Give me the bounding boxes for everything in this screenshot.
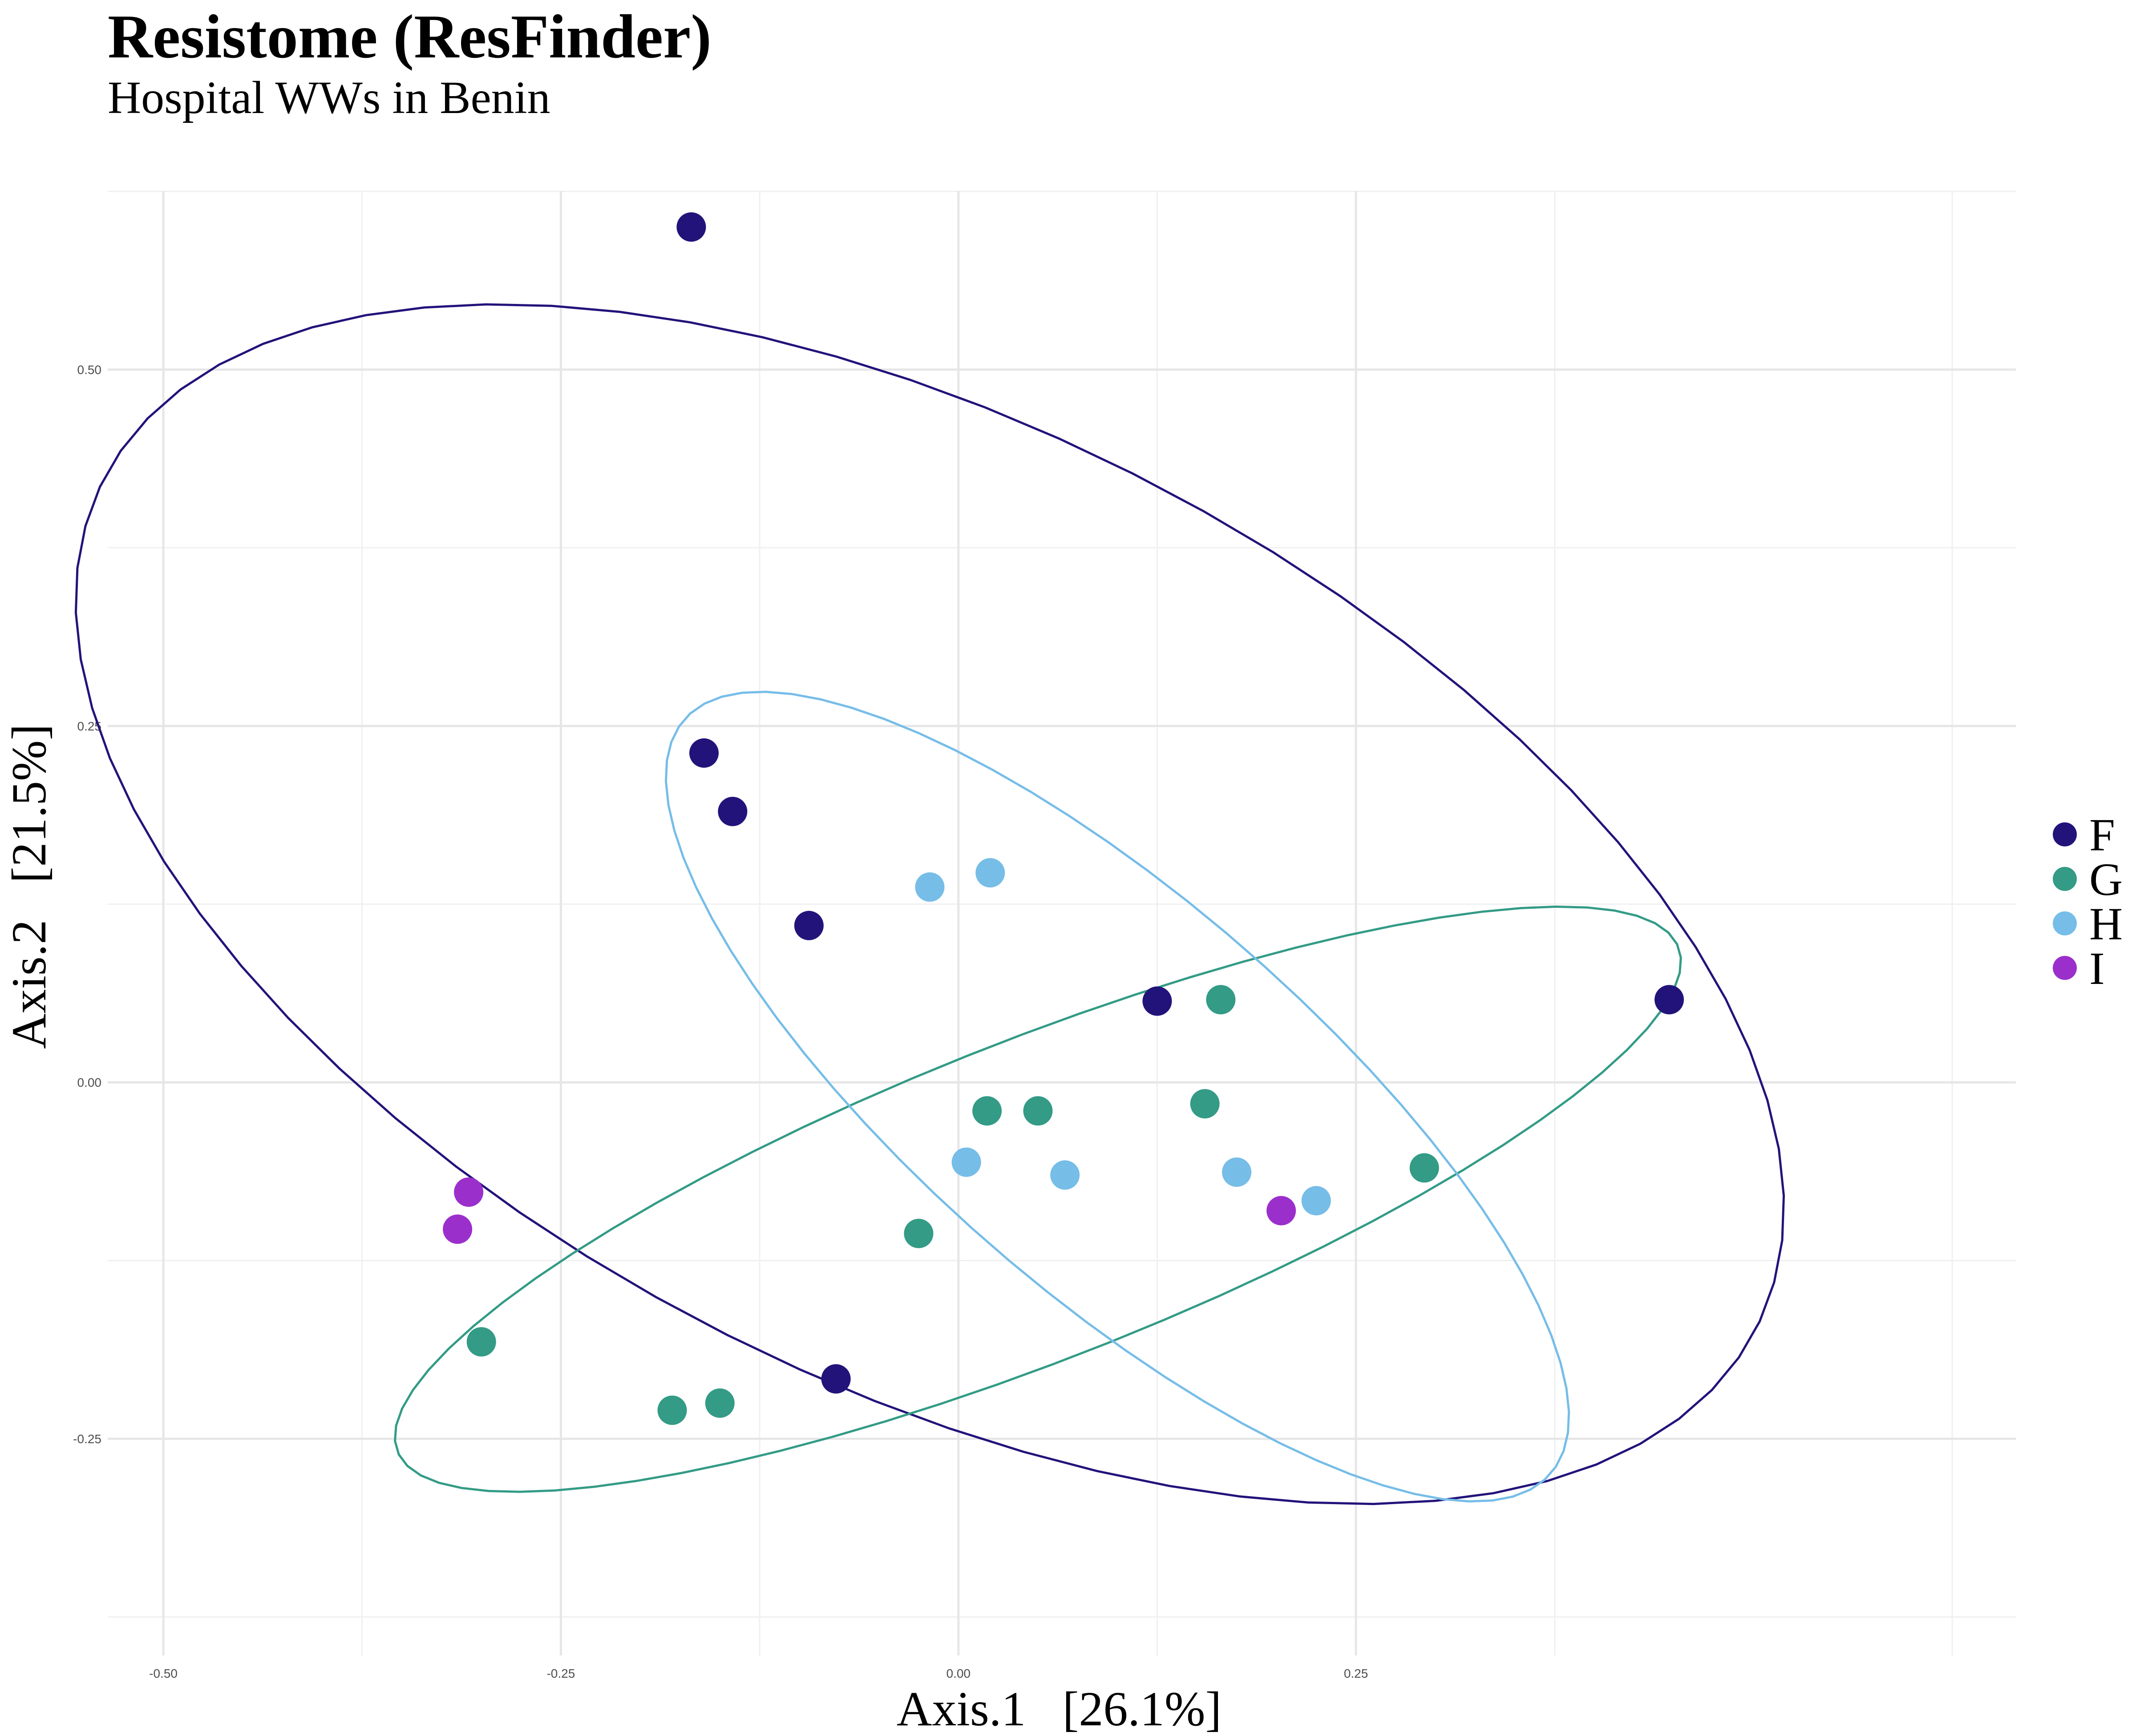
legend-key-G [2053,867,2077,891]
chart-subtitle: Hospital WWs in Benin [108,72,550,123]
point-F [676,212,706,242]
y-axis-label: Axis.2 [21.5%] [2,724,56,1049]
point-F [1655,985,1684,1015]
point-H [915,872,945,902]
x-tick-label: -0.50 [149,1667,178,1680]
point-H [975,858,1005,888]
x-axis-label: Axis.1 [26.1%] [896,1682,1222,1736]
chart-title: Resistome (ResFinder) [108,2,712,71]
point-G [1023,1096,1053,1126]
point-G [904,1218,934,1248]
ellipse-layer [74,303,1785,1505]
point-F [1142,986,1172,1016]
point-I [1266,1196,1296,1226]
y-tick-label: -0.25 [73,1432,101,1446]
ellipse-G [394,905,1682,1493]
point-I [454,1177,484,1207]
x-tick-label: 0.25 [1344,1667,1368,1680]
point-G [705,1388,735,1418]
point-H [1301,1186,1331,1216]
point-F [821,1364,851,1394]
point-G [1409,1153,1439,1183]
ellipse-H [664,691,1570,1503]
point-G [972,1096,1002,1126]
point-G [1206,985,1236,1015]
legend-label-H: H [2089,898,2123,950]
point-G [1190,1089,1220,1119]
point-H [1050,1160,1080,1190]
y-tick-label: 0.00 [77,1076,102,1089]
point-I [443,1214,473,1244]
legend-key-I [2053,956,2077,980]
legend-label-G: G [2089,854,2123,905]
point-F [794,910,824,940]
tick-layer: -0.50 -0.25 0.00 0.25-0.250.000.250.50 [73,363,1368,1680]
point-H [951,1147,981,1177]
x-tick-label: 0.00 [946,1667,971,1680]
legend-key-F [2053,822,2077,846]
grid-layer [108,190,2016,1655]
legend-label-F: F [2089,809,2115,861]
point-G [466,1327,496,1357]
legend-key-H [2053,911,2077,935]
ellipse-F [74,303,1785,1505]
point-F [718,797,748,826]
legend-label-I: I [2089,943,2105,994]
y-tick-label: 0.50 [77,363,102,376]
point-layer [443,212,1684,1425]
point-G [657,1395,687,1425]
point-F [689,738,719,768]
point-H [1222,1157,1252,1187]
x-tick-label: -0.25 [546,1667,575,1680]
